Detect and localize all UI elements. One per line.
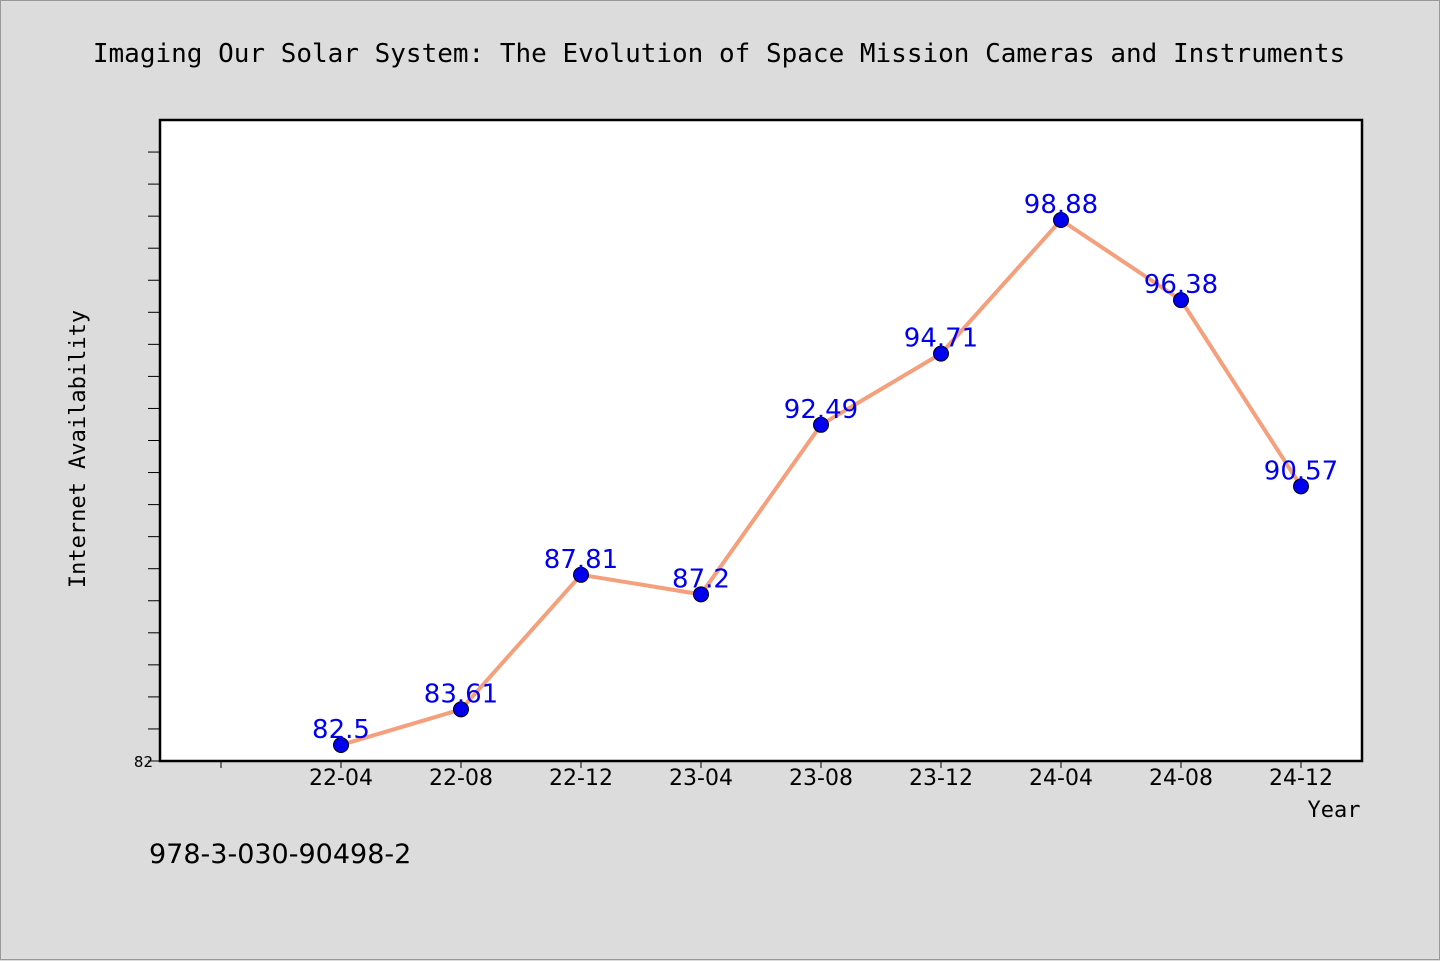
y-axis-ticks xyxy=(148,151,160,762)
x-tick-label: 22-12 xyxy=(549,766,613,791)
data-label: 98.88 xyxy=(1024,190,1098,220)
data-point xyxy=(1173,292,1189,309)
isbn-note: 978-3-030-90498-2 xyxy=(149,839,411,870)
data-point xyxy=(333,736,349,753)
data-point xyxy=(693,586,709,603)
x-tick-label: 24-04 xyxy=(1029,766,1093,791)
data-point xyxy=(933,345,949,362)
data-labels-group: 82.5 83.61 87.81 87.2 92.49 94.71 98.88 96.38 90… xyxy=(312,190,1338,745)
data-point xyxy=(813,416,829,433)
x-axis-ticks: 22-04 22-08 22-12 23-04 23-08 23-12 24-04 24-08… xyxy=(220,761,1333,791)
x-tick-label: 24-12 xyxy=(1269,766,1333,791)
data-point xyxy=(1053,211,1069,228)
data-point xyxy=(573,566,589,583)
chart-title: Imaging Our Solar System: The Evolution … xyxy=(93,39,1345,69)
data-point xyxy=(1293,478,1309,495)
data-label: 87.81 xyxy=(544,545,618,575)
x-tick-label: 23-08 xyxy=(789,766,853,791)
x-tick-label: 23-04 xyxy=(669,766,733,791)
x-tick-label: 22-08 xyxy=(429,766,493,791)
series-group xyxy=(333,211,1309,753)
data-label: 96.38 xyxy=(1144,270,1218,300)
data-label: 82.5 xyxy=(312,715,370,745)
x-tick-label: 22-04 xyxy=(309,766,373,791)
data-label: 87.2 xyxy=(672,564,730,594)
data-label: 83.61 xyxy=(424,679,498,709)
y-axis-label: Internet Availability xyxy=(66,310,91,588)
plot-area xyxy=(158,118,1364,763)
data-point xyxy=(453,701,469,718)
x-tick-label: 23-12 xyxy=(909,766,973,791)
x-axis-label: Year xyxy=(1308,798,1361,823)
data-label: 92.49 xyxy=(784,395,858,425)
x-tick-label: 24-08 xyxy=(1149,766,1213,791)
data-label: 94.71 xyxy=(904,324,978,354)
y-tick-label: 82 xyxy=(134,753,153,771)
data-label: 90.57 xyxy=(1264,456,1338,486)
